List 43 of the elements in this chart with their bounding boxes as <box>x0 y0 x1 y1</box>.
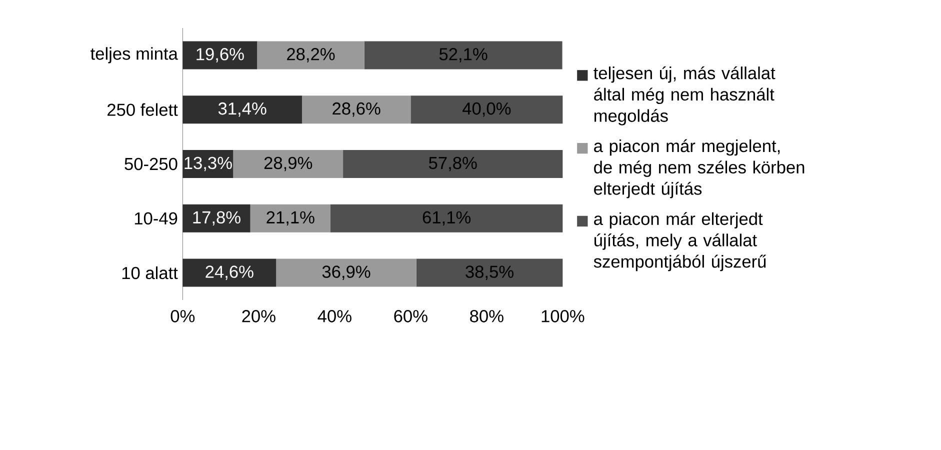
y-tick-label: 250 felett <box>108 103 178 116</box>
x-tick-label: 60% <box>394 310 428 322</box>
bar <box>233 150 344 178</box>
bar <box>182 204 250 232</box>
data-label: 28,6% <box>332 102 380 117</box>
bar <box>330 204 563 232</box>
bar <box>416 258 563 287</box>
data-label: 31,4% <box>218 102 266 117</box>
bar <box>257 41 364 70</box>
data-label: 19,6% <box>196 48 244 62</box>
y-tick-label: 50-250 <box>124 158 178 170</box>
x-tick-label: 100% <box>542 310 584 322</box>
legend-label: a piacon már elterjedt újítás, mely a vállalat szempontjából újszerű <box>594 212 766 272</box>
data-label: 52,1% <box>439 48 488 62</box>
data-label: 57,8% <box>428 156 477 172</box>
legend-label: a piacon már megjelent, de még nem széles körben elterjedt újítás <box>594 139 804 198</box>
data-label: 61,1% <box>422 211 471 226</box>
bar <box>182 41 258 70</box>
x-tick-label: 0% <box>170 310 195 322</box>
data-label: 36,9% <box>322 266 370 280</box>
data-label: 38,5% <box>466 266 514 280</box>
data-label: 28,2% <box>287 48 335 62</box>
bar <box>182 96 302 124</box>
x-tick-label: 80% <box>470 310 504 322</box>
y-tick-label: 10-49 <box>134 212 178 225</box>
x-tick-label: 40% <box>318 310 352 322</box>
bar <box>364 41 562 70</box>
y-tick-label: 10 alatt <box>122 266 178 280</box>
bar <box>302 96 411 124</box>
data-label: 40,0% <box>462 102 511 117</box>
bar <box>343 150 563 178</box>
x-tick-label: 20% <box>242 310 276 322</box>
legend-label: teljesen új, más vállalat által még nem használt megoldás <box>594 66 776 126</box>
y-tick-label: teljes minta <box>90 47 178 64</box>
bar <box>182 258 276 287</box>
data-label: 13,3% <box>184 156 232 172</box>
data-label: 24,6% <box>206 266 254 280</box>
bar <box>410 96 563 124</box>
data-label: 28,9% <box>264 156 312 172</box>
data-label: 17,8% <box>193 211 240 226</box>
bar <box>276 258 416 287</box>
bar <box>250 204 330 232</box>
data-label: 21,1% <box>266 211 314 226</box>
